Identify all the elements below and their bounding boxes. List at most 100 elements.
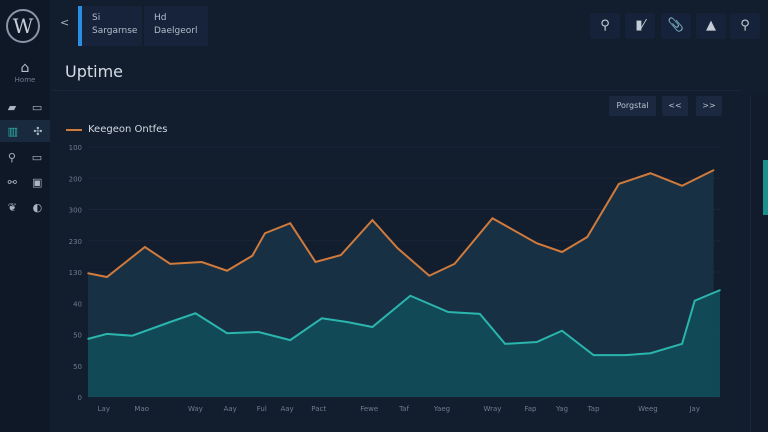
- paperclip-button[interactable]: 📎: [661, 13, 691, 39]
- chart-legend: Keegeon Ontfes: [66, 124, 168, 135]
- sidebar-row[interactable]: ▰ ▭: [0, 96, 50, 118]
- data-point: [681, 343, 683, 345]
- search-icon: ⚲: [600, 18, 610, 33]
- lock-button[interactable]: ▲: [696, 13, 726, 39]
- data-point: [535, 242, 538, 245]
- x-tick-label: Yag: [555, 405, 568, 413]
- sidebar-row[interactable]: ⚲ ▭: [0, 146, 50, 168]
- data-point: [106, 333, 108, 335]
- range-button[interactable]: Porgstal: [609, 96, 656, 116]
- paperclip-icon: 📎: [667, 18, 685, 33]
- lock-icon: ▲: [706, 18, 716, 33]
- data-point: [264, 232, 266, 235]
- sidebar-row[interactable]: ▥ ✣: [0, 120, 50, 142]
- data-point: [194, 312, 197, 315]
- x-tick-label: Lay: [98, 405, 110, 413]
- data-point: [251, 254, 254, 257]
- data-point: [226, 269, 228, 272]
- wordpress-logo[interactable]: W: [6, 9, 40, 43]
- data-point: [131, 334, 134, 337]
- controller-icon[interactable]: ▭: [31, 150, 43, 164]
- x-tick-label: Yaeg: [433, 405, 450, 413]
- chart-button[interactable]: ▮⁄: [625, 13, 655, 39]
- data-point: [561, 251, 563, 253]
- x-tick-label: Way: [188, 405, 203, 413]
- data-point: [453, 263, 456, 265]
- x-tick-label: Weeg: [638, 405, 658, 413]
- y-tick-label: 300: [69, 207, 82, 215]
- y-tick-label: 50: [73, 363, 82, 371]
- search-button[interactable]: ⚲: [730, 13, 760, 39]
- link-icon[interactable]: ⚯: [7, 175, 17, 189]
- data-point: [649, 352, 652, 355]
- data-point: [592, 354, 595, 356]
- data-point: [169, 263, 171, 265]
- x-tick-label: Aay: [280, 405, 293, 413]
- data-point: [314, 261, 317, 263]
- data-point: [712, 169, 715, 171]
- sidebar: W ⌂ Home ▰ ▭ ▥ ✣ ⚲ ▭ ⚯ ▣ ❦ ◐: [0, 0, 50, 432]
- puzzle-icon[interactable]: ✣: [33, 124, 43, 138]
- gamepad-icon[interactable]: ▭: [31, 100, 43, 114]
- data-point: [144, 246, 146, 248]
- series-area: [88, 290, 720, 397]
- tab-daelgeorl[interactable]: Hd Daelgeorl: [144, 6, 208, 46]
- data-point: [561, 329, 563, 332]
- data-point: [321, 317, 323, 320]
- data-point: [447, 311, 450, 313]
- x-tick-label: Fewe: [360, 405, 378, 413]
- y-tick-label: 130: [69, 269, 82, 277]
- right-panel: [750, 95, 768, 432]
- legend-swatch: [66, 128, 82, 131]
- briefcase-icon[interactable]: ▰: [7, 100, 17, 114]
- x-tick-label: Fap: [524, 405, 537, 413]
- data-point: [409, 294, 412, 297]
- bulb-icon[interactable]: ◐: [32, 200, 43, 214]
- search-location-icon[interactable]: ⚲: [7, 150, 16, 164]
- data-point: [340, 254, 342, 256]
- twitter-icon[interactable]: ❦: [7, 200, 17, 214]
- chart-panel: [52, 90, 742, 432]
- data-point: [504, 343, 506, 345]
- y-tick-label: 0: [78, 394, 82, 402]
- x-tick-label: Jay: [688, 405, 700, 413]
- data-point: [371, 326, 374, 328]
- tab-line1: Si: [92, 13, 101, 23]
- x-tick-label: Tap: [587, 405, 600, 413]
- sidebar-row[interactable]: ❦ ◐: [0, 196, 50, 218]
- data-point: [87, 338, 89, 340]
- page-title: Uptime: [65, 62, 124, 81]
- data-point: [693, 299, 696, 302]
- y-tick-label: 40: [73, 300, 82, 308]
- data-point: [257, 331, 260, 333]
- x-tick-label: Mao: [134, 405, 149, 413]
- search-icon: ⚲: [740, 18, 750, 33]
- x-tick-label: Pact: [311, 405, 326, 413]
- y-tick-label: 50: [73, 332, 82, 340]
- next-button[interactable]: >>: [696, 96, 722, 116]
- tab-line2: Sargarnse: [92, 26, 138, 36]
- data-point: [396, 247, 399, 250]
- data-point: [681, 184, 683, 187]
- search-button[interactable]: ⚲: [590, 13, 620, 39]
- y-tick-label: 200: [69, 175, 82, 183]
- tab-sargarnse[interactable]: Si Sargarnse: [78, 6, 142, 46]
- sidebar-item-home[interactable]: ⌂ Home: [0, 60, 50, 84]
- map-icon[interactable]: ▥: [7, 124, 18, 138]
- monitor-icon[interactable]: ▣: [32, 175, 43, 189]
- chart-icon: ▮⁄: [635, 18, 645, 33]
- data-point: [346, 321, 348, 323]
- prev-button[interactable]: <<: [662, 96, 688, 116]
- data-point: [649, 172, 652, 175]
- data-point: [624, 354, 626, 356]
- data-point: [586, 236, 589, 238]
- back-button[interactable]: <: [60, 16, 70, 29]
- tab-line1: Hd: [154, 13, 167, 23]
- sidebar-row[interactable]: ⚯ ▣: [0, 171, 50, 193]
- data-point: [106, 276, 108, 278]
- data-point: [169, 321, 171, 323]
- y-tick-label: 100: [69, 144, 82, 152]
- data-point: [719, 289, 721, 291]
- topbar: < Si Sargarnse Hd Daelgeorl ⚲ ▮⁄ 📎 ▲ ⚲: [50, 0, 768, 46]
